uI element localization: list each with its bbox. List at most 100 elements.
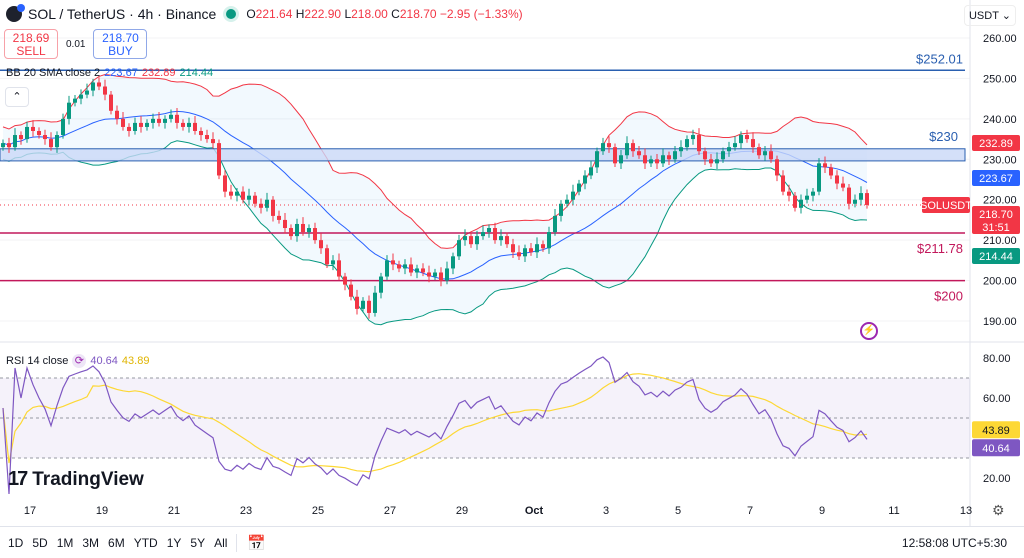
candle-body	[7, 143, 11, 148]
goto-date-calendar-icon[interactable]: 📅	[247, 534, 267, 552]
candle-body	[199, 130, 203, 136]
candle-body	[343, 276, 347, 285]
candle	[715, 152, 719, 169]
range-1d[interactable]: 1D	[8, 535, 24, 550]
candle	[91, 78, 95, 97]
symbol-title[interactable]: SOL / TetherUS · 4h · Binance	[28, 6, 217, 22]
candle-body	[667, 155, 671, 160]
candle-body	[97, 82, 101, 87]
candle	[229, 184, 233, 200]
candle	[379, 272, 383, 299]
candle	[775, 155, 779, 182]
candle-body	[49, 139, 53, 148]
candle-body	[409, 264, 413, 273]
candle-body	[415, 268, 419, 273]
candle-body	[421, 268, 425, 273]
time-tick-label: 11	[888, 505, 899, 517]
sol-logo-icon	[6, 4, 25, 22]
time-tick-label: 19	[96, 505, 108, 517]
candle-body	[205, 135, 209, 140]
candle	[757, 143, 761, 159]
candle-body	[301, 223, 305, 233]
range-all[interactable]: All	[214, 535, 228, 550]
candle	[859, 186, 863, 206]
rsi-badge-label: 40.64	[982, 443, 1010, 455]
candle-body	[61, 118, 65, 136]
candle	[685, 135, 689, 151]
candle-body	[403, 264, 407, 269]
candle	[475, 230, 479, 250]
candle-body	[175, 114, 179, 123]
rsi-tick-label: 80.00	[983, 353, 1011, 365]
sell-button[interactable]: 218.69 SELL	[4, 29, 58, 59]
candle	[145, 119, 149, 131]
candle	[205, 129, 209, 143]
time-tick-label: 3	[603, 505, 609, 517]
candle	[577, 179, 581, 196]
candle	[763, 145, 767, 161]
candle	[373, 285, 377, 317]
alert-icon[interactable]: ⚡	[860, 322, 878, 340]
candle	[727, 141, 731, 157]
candle	[805, 188, 809, 204]
candle	[13, 128, 17, 151]
candle	[709, 154, 713, 167]
candle-body	[715, 159, 719, 164]
zone-label: $230	[929, 129, 958, 144]
bb-legend[interactable]: BB 20 SMA close 2 223.67 232.89 214.44	[6, 67, 214, 79]
level-label: $200	[934, 289, 963, 304]
candle	[217, 139, 221, 180]
candle	[25, 121, 29, 143]
candle-body	[745, 135, 749, 140]
clock-timezone[interactable]: 12:58:08 UTC+5:30	[901, 535, 1007, 550]
candle	[637, 145, 641, 159]
range-5y[interactable]: 5Y	[190, 535, 206, 550]
candle-body	[265, 199, 269, 208]
candle	[487, 224, 491, 238]
candle-body	[85, 90, 89, 95]
candle-body	[511, 244, 515, 253]
time-tick-label: 29	[456, 505, 468, 517]
chart-canvas[interactable]: 190.00200.00210.00220.00230.00240.00250.…	[0, 0, 1024, 526]
candle	[679, 140, 683, 157]
buy-button[interactable]: 218.70 BUY	[93, 29, 148, 59]
candle	[433, 268, 437, 281]
candle	[457, 234, 461, 260]
currency-select[interactable]: USDT ⌄	[963, 5, 1016, 26]
range-1y[interactable]: 1Y	[166, 535, 182, 550]
candle	[463, 229, 467, 246]
chevron-up-icon[interactable]: ⌃	[5, 87, 29, 107]
candle	[817, 158, 821, 196]
settings-gear-icon[interactable]: ⚙	[992, 502, 1005, 518]
ohlc-values: O221.64 H222.90 L218.00 C218.70 −2.95 (−…	[246, 7, 523, 21]
candle-body	[235, 191, 239, 196]
time-tick-label: 9	[819, 505, 825, 517]
candle-body	[865, 193, 869, 205]
candle	[619, 149, 623, 169]
candle	[601, 137, 605, 155]
candle-body	[133, 122, 137, 131]
candle-body	[163, 118, 167, 123]
rsi-legend[interactable]: RSI 14 close ⟳ 40.64 43.89	[6, 354, 150, 368]
candle-body	[493, 228, 497, 241]
candle	[193, 116, 197, 135]
price-tick-label: 250.00	[983, 73, 1017, 85]
candle	[541, 240, 545, 252]
range-3m[interactable]: 3M	[82, 535, 100, 550]
rsi-ma-badge	[972, 421, 1020, 439]
range-ytd[interactable]: YTD	[133, 535, 158, 550]
candle-body	[367, 300, 371, 313]
range-5d[interactable]: 5D	[32, 535, 48, 550]
candle-body	[805, 195, 809, 200]
last-price-badge-label: 218.70	[979, 209, 1013, 221]
candle-body	[751, 139, 755, 148]
candle	[331, 255, 335, 271]
range-1m[interactable]: 1M	[56, 535, 74, 550]
candle	[271, 196, 275, 222]
candle-body	[121, 118, 125, 127]
range-6m[interactable]: 6M	[108, 535, 125, 550]
candle	[283, 213, 287, 234]
candle-body	[853, 199, 857, 204]
candle-body	[433, 272, 437, 277]
candle	[607, 136, 611, 153]
